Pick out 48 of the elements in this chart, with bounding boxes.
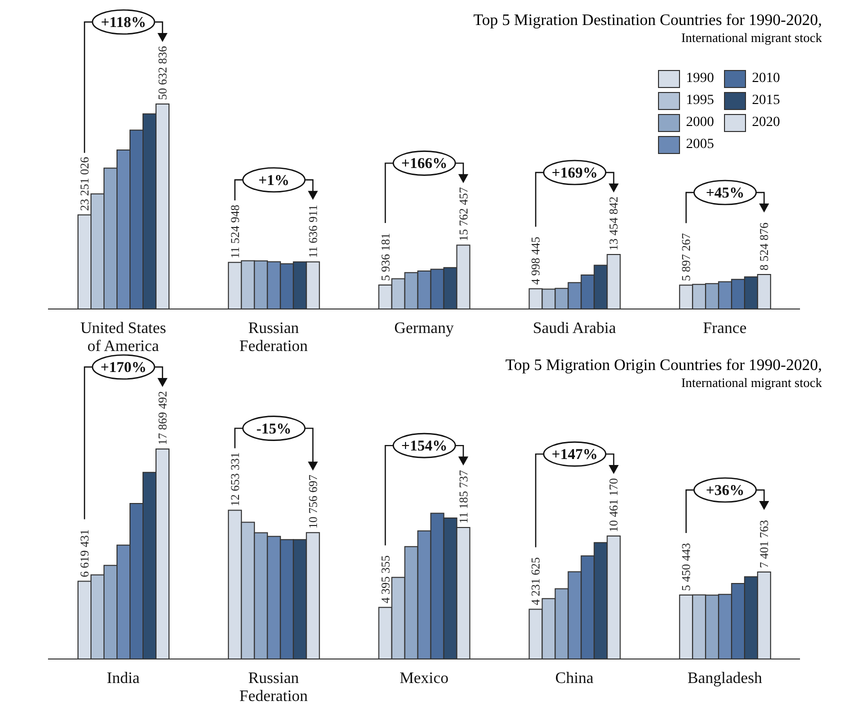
data-label: 10 756 697 bbox=[306, 474, 320, 529]
chart-title: Top 5 Migration Destination Countries for 1990-2020, bbox=[473, 12, 822, 30]
data-label: 5 897 267 bbox=[679, 233, 694, 282]
data-label: 5 936 181 bbox=[378, 232, 392, 281]
x-tick-label: France bbox=[703, 320, 747, 337]
legend-label: 2005 bbox=[686, 137, 714, 153]
legend-label: 2020 bbox=[752, 115, 780, 131]
data-label: 7 401 763 bbox=[757, 520, 772, 568]
x-tick-label: Russian Federation bbox=[239, 320, 308, 355]
data-label: 13 454 842 bbox=[606, 196, 621, 251]
annotation: +1% bbox=[258, 172, 290, 189]
x-tick-label: Russian Federation bbox=[239, 670, 308, 705]
legend-label: 2010 bbox=[752, 71, 780, 87]
data-label: 4 998 445 bbox=[528, 236, 543, 285]
x-tick-label: Bangladesh bbox=[687, 670, 762, 687]
legend-label: 2000 bbox=[686, 115, 714, 131]
legend-label: 1995 bbox=[686, 93, 714, 109]
data-label: 50 632 836 bbox=[156, 46, 170, 100]
annotation: +169% bbox=[552, 166, 598, 182]
data-label: 10 461 170 bbox=[606, 478, 621, 532]
data-label: 11 185 737 bbox=[456, 470, 470, 524]
chart-subtitle: International migrant stock bbox=[680, 375, 822, 391]
x-tick-label: Mexico bbox=[400, 670, 448, 687]
legend-label: 2015 bbox=[752, 93, 780, 109]
data-label: 6 619 431 bbox=[78, 529, 92, 578]
legend-label: 1990 bbox=[686, 71, 714, 87]
data-label: 4 395 355 bbox=[378, 555, 392, 604]
data-label: 8 524 876 bbox=[757, 222, 772, 270]
data-label: 11 636 911 bbox=[306, 204, 320, 258]
x-tick-label: United States of America bbox=[80, 320, 166, 355]
data-label: 23 251 026 bbox=[78, 156, 92, 211]
data-label: 5 450 443 bbox=[679, 542, 694, 591]
data-label: 4 231 625 bbox=[528, 557, 543, 606]
x-tick-label: Saudi Arabia bbox=[532, 320, 616, 337]
annotation: +154% bbox=[401, 438, 448, 455]
data-label: 11 524 948 bbox=[228, 204, 242, 258]
annotation: +147% bbox=[552, 447, 598, 464]
data-label: 12 653 331 bbox=[228, 452, 242, 506]
data-label: 15 762 457 bbox=[456, 187, 470, 242]
x-tick-label: Germany bbox=[394, 320, 454, 337]
annotation: +166% bbox=[401, 156, 448, 172]
annotation: +36% bbox=[706, 483, 744, 500]
x-tick-label: India bbox=[106, 670, 140, 687]
data-label: 17 869 492 bbox=[156, 391, 170, 445]
x-tick-label: China bbox=[555, 670, 594, 687]
annotation: +45% bbox=[706, 185, 744, 202]
chart-title: Top 5 Migration Origin Countries for 1990-2020, bbox=[505, 357, 822, 375]
chart-subtitle: International migrant stock bbox=[680, 30, 822, 46]
